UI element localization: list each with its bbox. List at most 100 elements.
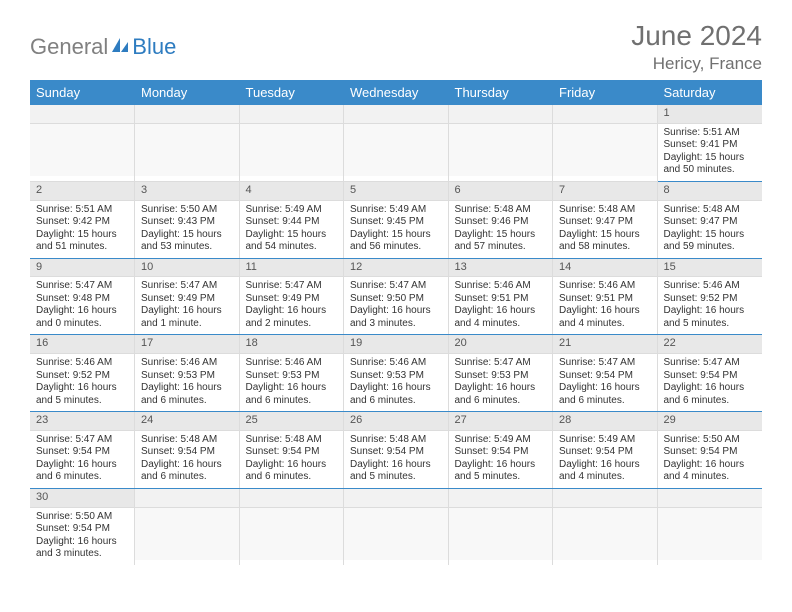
day-content: Sunrise: 5:47 AMSunset: 9:54 PMDaylight:…	[30, 431, 134, 488]
day-number: 30	[30, 489, 134, 508]
calendar-empty-cell	[553, 488, 658, 564]
page-title: June 2024	[631, 20, 762, 52]
sunset-text: Sunset: 9:44 PM	[246, 216, 338, 229]
calendar-day-cell: 4Sunrise: 5:49 AMSunset: 9:44 PMDaylight…	[239, 181, 344, 258]
day-content: Sunrise: 5:51 AMSunset: 9:41 PMDaylight:…	[658, 124, 762, 181]
calendar-week-row: 2Sunrise: 5:51 AMSunset: 9:42 PMDaylight…	[30, 181, 762, 258]
calendar-empty-cell	[344, 105, 449, 181]
sunset-text: Sunset: 9:52 PM	[664, 293, 756, 306]
day-number: 9	[30, 259, 134, 278]
sunset-text: Sunset: 9:42 PM	[36, 216, 128, 229]
sunrise-text: Sunrise: 5:50 AM	[664, 434, 756, 447]
location-label: Hericy, France	[631, 54, 762, 74]
calendar-empty-cell	[239, 488, 344, 564]
day-number: 6	[449, 182, 553, 201]
calendar-empty-cell	[657, 488, 762, 564]
sunset-text: Sunset: 9:54 PM	[246, 446, 338, 459]
day-content: Sunrise: 5:48 AMSunset: 9:54 PMDaylight:…	[135, 431, 239, 488]
calendar-day-cell: 11Sunrise: 5:47 AMSunset: 9:49 PMDayligh…	[239, 258, 344, 335]
day-number: 17	[135, 335, 239, 354]
calendar-empty-cell	[239, 105, 344, 181]
sunrise-text: Sunrise: 5:46 AM	[350, 357, 442, 370]
calendar-week-row: 30Sunrise: 5:50 AMSunset: 9:54 PMDayligh…	[30, 488, 762, 564]
sunset-text: Sunset: 9:48 PM	[36, 293, 128, 306]
calendar-table: SundayMondayTuesdayWednesdayThursdayFrid…	[30, 80, 762, 565]
calendar-day-cell: 19Sunrise: 5:46 AMSunset: 9:53 PMDayligh…	[344, 335, 449, 412]
day-content: Sunrise: 5:47 AMSunset: 9:54 PMDaylight:…	[553, 354, 657, 411]
day-content: Sunrise: 5:47 AMSunset: 9:53 PMDaylight:…	[449, 354, 553, 411]
calendar-week-row: 16Sunrise: 5:46 AMSunset: 9:52 PMDayligh…	[30, 335, 762, 412]
sunset-text: Sunset: 9:54 PM	[36, 446, 128, 459]
sunset-text: Sunset: 9:47 PM	[664, 216, 756, 229]
calendar-week-row: 1Sunrise: 5:51 AMSunset: 9:41 PMDaylight…	[30, 105, 762, 181]
calendar-empty-cell	[448, 488, 553, 564]
sunset-text: Sunset: 9:53 PM	[455, 370, 547, 383]
calendar-day-cell: 26Sunrise: 5:48 AMSunset: 9:54 PMDayligh…	[344, 412, 449, 489]
sunset-text: Sunset: 9:54 PM	[559, 370, 651, 383]
calendar-day-cell: 24Sunrise: 5:48 AMSunset: 9:54 PMDayligh…	[135, 412, 240, 489]
day-number: 26	[344, 412, 448, 431]
day-number: 28	[553, 412, 657, 431]
weekday-header-row: SundayMondayTuesdayWednesdayThursdayFrid…	[30, 80, 762, 105]
sunset-text: Sunset: 9:52 PM	[36, 370, 128, 383]
daylight-text: Daylight: 16 hours and 5 minutes.	[36, 382, 128, 407]
daylight-text: Daylight: 16 hours and 5 minutes.	[455, 459, 547, 484]
logo-text-1: General	[30, 34, 108, 60]
sunrise-text: Sunrise: 5:47 AM	[141, 280, 233, 293]
daylight-text: Daylight: 15 hours and 51 minutes.	[36, 229, 128, 254]
day-number: 10	[135, 259, 239, 278]
weekday-header: Friday	[553, 80, 658, 105]
daylight-text: Daylight: 16 hours and 6 minutes.	[455, 382, 547, 407]
calendar-day-cell: 23Sunrise: 5:47 AMSunset: 9:54 PMDayligh…	[30, 412, 135, 489]
day-content: Sunrise: 5:47 AMSunset: 9:50 PMDaylight:…	[344, 277, 448, 334]
day-content: Sunrise: 5:48 AMSunset: 9:47 PMDaylight:…	[553, 201, 657, 258]
daylight-text: Daylight: 16 hours and 6 minutes.	[141, 459, 233, 484]
sunrise-text: Sunrise: 5:49 AM	[455, 434, 547, 447]
daylight-text: Daylight: 16 hours and 1 minute.	[141, 305, 233, 330]
sunrise-text: Sunrise: 5:47 AM	[36, 434, 128, 447]
sunrise-text: Sunrise: 5:46 AM	[664, 280, 756, 293]
day-number: 5	[344, 182, 448, 201]
sunset-text: Sunset: 9:49 PM	[246, 293, 338, 306]
calendar-day-cell: 15Sunrise: 5:46 AMSunset: 9:52 PMDayligh…	[657, 258, 762, 335]
sunset-text: Sunset: 9:47 PM	[559, 216, 651, 229]
calendar-day-cell: 7Sunrise: 5:48 AMSunset: 9:47 PMDaylight…	[553, 181, 658, 258]
sunset-text: Sunset: 9:54 PM	[455, 446, 547, 459]
day-number: 18	[240, 335, 344, 354]
day-content: Sunrise: 5:49 AMSunset: 9:54 PMDaylight:…	[553, 431, 657, 488]
sunset-text: Sunset: 9:41 PM	[664, 139, 756, 152]
sunset-text: Sunset: 9:54 PM	[664, 446, 756, 459]
sunrise-text: Sunrise: 5:48 AM	[141, 434, 233, 447]
calendar-day-cell: 28Sunrise: 5:49 AMSunset: 9:54 PMDayligh…	[553, 412, 658, 489]
sunrise-text: Sunrise: 5:48 AM	[559, 204, 651, 217]
sail-icon	[108, 34, 132, 60]
weekday-header: Thursday	[448, 80, 553, 105]
daylight-text: Daylight: 15 hours and 59 minutes.	[664, 229, 756, 254]
calendar-day-cell: 21Sunrise: 5:47 AMSunset: 9:54 PMDayligh…	[553, 335, 658, 412]
logo: General Blue	[30, 34, 176, 60]
sunset-text: Sunset: 9:43 PM	[141, 216, 233, 229]
calendar-empty-cell	[448, 105, 553, 181]
day-content: Sunrise: 5:48 AMSunset: 9:54 PMDaylight:…	[344, 431, 448, 488]
calendar-day-cell: 10Sunrise: 5:47 AMSunset: 9:49 PMDayligh…	[135, 258, 240, 335]
calendar-day-cell: 13Sunrise: 5:46 AMSunset: 9:51 PMDayligh…	[448, 258, 553, 335]
day-content: Sunrise: 5:48 AMSunset: 9:46 PMDaylight:…	[449, 201, 553, 258]
calendar-day-cell: 17Sunrise: 5:46 AMSunset: 9:53 PMDayligh…	[135, 335, 240, 412]
calendar-empty-cell	[344, 488, 449, 564]
sunrise-text: Sunrise: 5:46 AM	[141, 357, 233, 370]
day-number: 19	[344, 335, 448, 354]
sunrise-text: Sunrise: 5:50 AM	[36, 511, 128, 524]
day-number: 4	[240, 182, 344, 201]
calendar-day-cell: 20Sunrise: 5:47 AMSunset: 9:53 PMDayligh…	[448, 335, 553, 412]
weekday-header: Sunday	[30, 80, 135, 105]
title-block: June 2024 Hericy, France	[631, 20, 762, 74]
day-content: Sunrise: 5:49 AMSunset: 9:44 PMDaylight:…	[240, 201, 344, 258]
calendar-day-cell: 14Sunrise: 5:46 AMSunset: 9:51 PMDayligh…	[553, 258, 658, 335]
daylight-text: Daylight: 16 hours and 6 minutes.	[664, 382, 756, 407]
day-content: Sunrise: 5:49 AMSunset: 9:45 PMDaylight:…	[344, 201, 448, 258]
daylight-text: Daylight: 15 hours and 57 minutes.	[455, 229, 547, 254]
sunrise-text: Sunrise: 5:48 AM	[455, 204, 547, 217]
day-content: Sunrise: 5:50 AMSunset: 9:54 PMDaylight:…	[30, 508, 134, 565]
day-content: Sunrise: 5:47 AMSunset: 9:54 PMDaylight:…	[658, 354, 762, 411]
day-number: 12	[344, 259, 448, 278]
